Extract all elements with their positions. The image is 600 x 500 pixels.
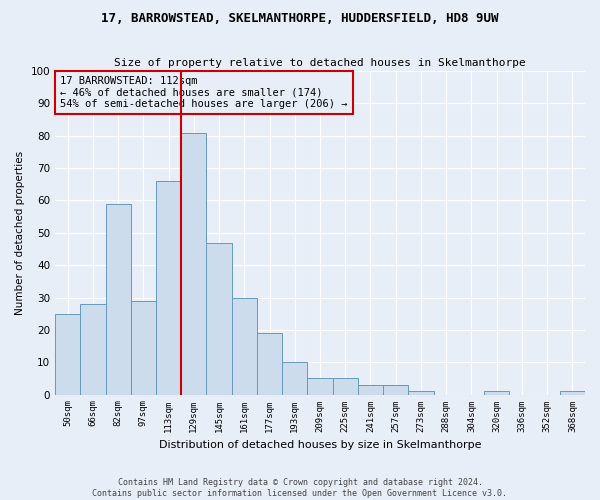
Bar xyxy=(257,333,282,394)
Bar xyxy=(181,132,206,394)
Text: Contains HM Land Registry data © Crown copyright and database right 2024.
Contai: Contains HM Land Registry data © Crown c… xyxy=(92,478,508,498)
Title: Size of property relative to detached houses in Skelmanthorpe: Size of property relative to detached ho… xyxy=(114,58,526,68)
Bar xyxy=(282,362,307,394)
Y-axis label: Number of detached properties: Number of detached properties xyxy=(15,150,25,315)
Bar xyxy=(383,385,409,394)
Bar xyxy=(206,242,232,394)
Bar xyxy=(232,298,257,394)
Bar xyxy=(409,392,434,394)
X-axis label: Distribution of detached houses by size in Skelmanthorpe: Distribution of detached houses by size … xyxy=(159,440,481,450)
Bar xyxy=(55,314,80,394)
Bar xyxy=(358,385,383,394)
Text: 17, BARROWSTEAD, SKELMANTHORPE, HUDDERSFIELD, HD8 9UW: 17, BARROWSTEAD, SKELMANTHORPE, HUDDERSF… xyxy=(101,12,499,26)
Bar xyxy=(560,392,585,394)
Bar xyxy=(332,378,358,394)
Text: 17 BARROWSTEAD: 112sqm
← 46% of detached houses are smaller (174)
54% of semi-de: 17 BARROWSTEAD: 112sqm ← 46% of detached… xyxy=(61,76,348,109)
Bar xyxy=(484,392,509,394)
Bar xyxy=(80,304,106,394)
Bar xyxy=(106,204,131,394)
Bar xyxy=(131,300,156,394)
Bar xyxy=(307,378,332,394)
Bar xyxy=(156,181,181,394)
